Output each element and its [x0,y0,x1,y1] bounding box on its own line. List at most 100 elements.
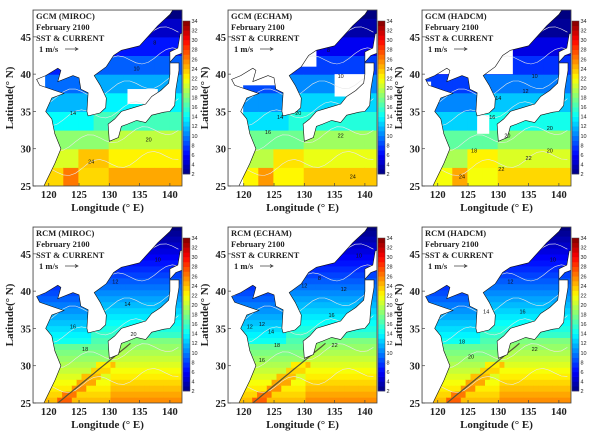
sst-cell [173,241,179,249]
sst-cell [567,355,571,362]
sst-cell [485,367,491,374]
sst-cell [86,343,92,350]
colorbar-segment [572,295,579,301]
sst-cell [460,319,467,327]
colorbar-segment [572,367,579,373]
colorbar-tick-label: 4 [581,162,584,168]
sst-cell [81,349,87,356]
sst-cell [257,373,263,380]
sst-cell [485,379,491,386]
colorbar-segment [183,257,190,263]
sst-cell [242,319,248,327]
sst-cell [475,337,481,344]
sst-cell [315,385,321,392]
sst-cell [339,367,345,374]
colorbar-segment [183,59,190,65]
sst-cell [168,367,175,374]
sst-cell [518,385,525,392]
sst-cell [324,289,331,297]
colorbar-segment [183,64,190,70]
colorbar-segment [183,21,190,27]
sst-cell [373,241,377,249]
sst-cell [470,391,476,398]
sst-cell [373,367,377,374]
sst-cell [91,349,97,356]
sst-cell [100,349,107,356]
colorbar-segment [378,59,385,65]
sst-cell [105,367,112,374]
sst-cell [499,313,505,321]
colorbar-tick-label: 34 [192,236,198,242]
sst-cell [315,319,321,327]
sst-cell [178,241,182,249]
sst-cell [105,331,112,338]
sst-cell [533,355,539,362]
y-tick-label: 35 [21,107,32,118]
sst-cell [91,361,97,368]
sst-cell [368,230,374,237]
sst-cell [276,373,282,380]
colorbar-segment [378,386,385,392]
sst-cell [373,397,377,403]
land-coastline [496,279,569,359]
colorbar-segment [378,242,385,248]
colorbar-segment [183,68,190,74]
sst-cell [169,148,182,168]
sst-cell [504,367,510,374]
sst-cell [125,379,131,386]
sst-cell [514,379,520,386]
sst-cell [66,361,73,368]
colorbar-segment [378,285,385,291]
sst-cell [514,319,520,327]
sst-cell [518,289,525,297]
y-tick-label: 45 [216,33,227,44]
colorbar-segment [378,309,385,315]
sst-cell [310,283,316,291]
sst-cell [115,271,121,279]
sst-cell [91,367,97,374]
sst-cell [320,373,326,380]
sst-cell [62,331,68,338]
sst-cell [358,355,365,362]
sst-cell [276,331,282,338]
colorbar-segment [378,140,385,146]
sst-cell [339,343,345,350]
sst-cell [144,361,150,368]
sst-cell [57,373,63,380]
sst-cell [451,361,457,368]
sst-cell [247,313,253,321]
y-tick-label: 35 [216,107,227,118]
sst-cell [66,343,73,350]
sst-cell [76,313,82,321]
sst-contour [422,289,568,322]
sst-cell [334,343,340,350]
colorbar-segment [183,261,190,267]
colorbar-segment [572,73,579,79]
sst-cell [66,385,73,392]
x-tick-label: 120 [430,190,446,201]
sst-cell [354,385,360,392]
sst-cell [373,331,377,338]
sst-cell [66,379,73,386]
sst-cell [543,55,559,75]
sst-cell [470,355,476,362]
sst-cell [344,259,350,267]
sst-cell [324,385,331,392]
sst-cell [504,319,510,327]
sst-cell [91,385,97,392]
sst-cell [455,385,462,392]
sst-cell [344,385,350,392]
sst-cell [178,355,182,362]
sst-cell [354,253,360,261]
sst-cell [52,337,58,344]
sst-cell [509,373,515,380]
sst-cell [149,277,155,285]
colorbar-tick-label: 8 [387,360,390,366]
colorbar-tick-label: 14 [192,115,198,121]
sst-cell [552,349,559,356]
sst-cell [149,343,155,350]
sst-cell [271,337,277,344]
